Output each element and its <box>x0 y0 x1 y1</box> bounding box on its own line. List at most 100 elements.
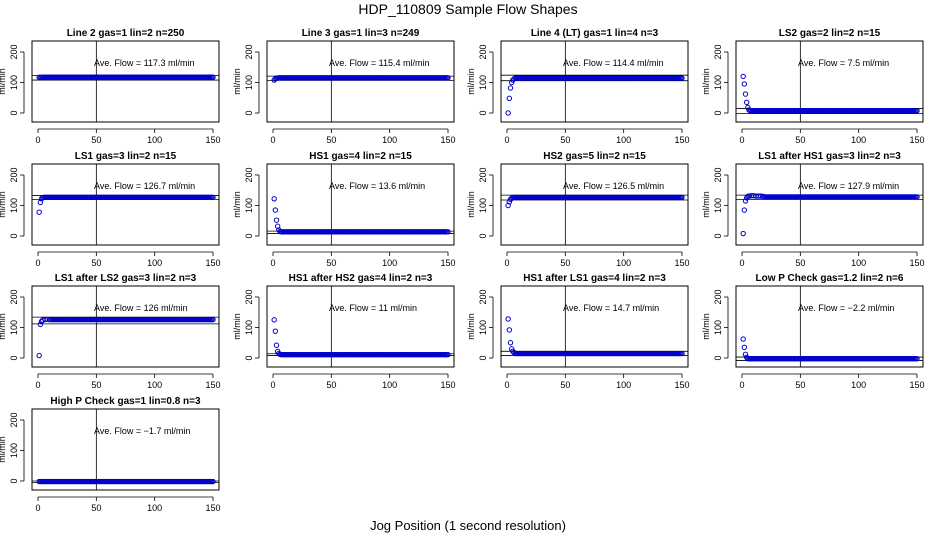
data-point <box>740 230 746 237</box>
panel-title: HS1 gas=4 lin=2 n=15 <box>309 151 412 162</box>
chart-panel-1: Line 2 gas=1 lin=2 n=250 0 100 200 ml/min 0 50… <box>0 28 221 145</box>
x-tick-label: 150 <box>909 258 924 268</box>
y-tick-label: 200 <box>244 44 254 59</box>
average-flow-annotation: Ave. Flow = 126.5 ml/min <box>563 181 664 191</box>
plot-frame <box>500 163 689 246</box>
y-tick-label: 200 <box>713 167 723 182</box>
y-tick-label: 0 <box>713 233 723 238</box>
data-point <box>742 198 749 204</box>
data-point <box>679 194 685 201</box>
data-point <box>505 110 511 116</box>
x-tick-label: 50 <box>560 258 570 268</box>
x-tick-label: 100 <box>382 258 397 268</box>
x-tick-label: 100 <box>851 135 866 145</box>
x-tick-label: 100 <box>147 135 162 145</box>
y-axis-label: ml/min <box>232 313 242 340</box>
average-flow-annotation: Ave. Flow = 115.4 ml/min <box>329 58 429 68</box>
y-tick-label: 100 <box>9 75 19 90</box>
y-tick-label: 200 <box>244 167 254 182</box>
x-tick-label: 0 <box>739 135 744 145</box>
y-axis-label: ml/min <box>0 191 7 218</box>
data-point <box>210 74 216 80</box>
panel-title: LS1 after HS1 gas=3 lin=2 n=3 <box>758 151 901 162</box>
data-point <box>272 207 279 213</box>
x-tick-label: 50 <box>91 135 101 145</box>
average-flow-annotation: Ave. Flow = 127.9 ml/min <box>798 181 899 191</box>
chart-panel-13: High P Check gas=1 lin=0.8 n=3 0 100 200 ml/… <box>0 396 221 513</box>
data-point <box>741 81 748 87</box>
y-tick-label: 0 <box>478 233 488 238</box>
panel-title: LS2 gas=2 lin=2 n=15 <box>779 28 881 39</box>
x-tick-label: 100 <box>616 258 631 268</box>
y-tick-label: 200 <box>713 289 723 304</box>
y-tick-label: 100 <box>9 320 19 335</box>
plot-frame <box>266 40 455 123</box>
y-axis-label: ml/min <box>0 313 7 340</box>
chart-panel-12: Low P Check gas=1.2 lin=2 n=6 0 100 200ml/m… <box>701 273 925 390</box>
y-tick-label: 200 <box>478 289 488 304</box>
x-tick-label: 0 <box>270 380 275 390</box>
data-point <box>210 194 216 201</box>
y-tick-label: 0 <box>9 233 19 238</box>
y-axis-label: ml/min <box>0 436 7 463</box>
x-tick-label: 150 <box>205 258 220 268</box>
x-tick-label: 150 <box>440 135 455 145</box>
figure-title: HDP_110809 Sample Flow Shapes <box>358 1 578 17</box>
data-point <box>273 217 280 223</box>
data-point <box>445 229 451 235</box>
x-tick-label: 50 <box>326 135 336 145</box>
average-flow-annotation: Ave. Flow = 114.4 ml/min <box>563 58 663 68</box>
panel-title: Line 2 gas=1 lin=2 n=250 <box>67 28 185 39</box>
y-tick-label: 0 <box>244 233 254 238</box>
x-tick-label: 50 <box>91 258 101 268</box>
y-tick-label: 0 <box>9 110 19 115</box>
data-point <box>742 91 749 97</box>
y-tick-label: 200 <box>478 44 488 59</box>
average-flow-annotation: Ave. Flow = −2.2 ml/min <box>798 303 894 313</box>
x-tick-label: 100 <box>616 380 631 390</box>
y-axis-label: ml/min <box>701 313 711 340</box>
y-tick-label: 100 <box>478 198 488 213</box>
chart-panel-9: LS1 after LS2 gas=3 lin=2 n=3 0 100 200 ml/m… <box>0 273 221 390</box>
x-tick-label: 50 <box>560 135 570 145</box>
y-tick-label: 100 <box>244 75 254 90</box>
y-tick-label: 100 <box>478 75 488 90</box>
x-tick-label: 50 <box>795 135 805 145</box>
average-flow-annotation: Ave. Flow = 126.7 ml/min <box>94 181 195 191</box>
y-tick-label: 100 <box>244 320 254 335</box>
panel-title: Line 3 gas=1 lin=3 n=249 <box>302 28 420 39</box>
average-flow-annotation: Ave. Flow = 7.5 ml/min <box>798 58 889 68</box>
plot-frame <box>500 285 689 368</box>
x-tick-label: 100 <box>616 135 631 145</box>
panel-title: LS1 after LS2 gas=3 lin=2 n=3 <box>55 273 197 284</box>
x-tick-label: 0 <box>35 135 40 145</box>
x-tick-label: 0 <box>35 503 40 513</box>
x-tick-label: 50 <box>326 258 336 268</box>
y-tick-label: 100 <box>9 443 19 458</box>
y-tick-label: 100 <box>244 198 254 213</box>
y-tick-label: 0 <box>713 110 723 115</box>
y-axis-label: ml/min <box>701 191 711 218</box>
figure-x-axis-label: Jog Position (1 second resolution) <box>370 518 566 533</box>
y-tick-label: 200 <box>9 412 19 427</box>
x-tick-label: 100 <box>382 380 397 390</box>
x-tick-label: 150 <box>205 380 220 390</box>
data-point <box>914 194 920 200</box>
x-tick-label: 150 <box>440 380 455 390</box>
x-tick-label: 150 <box>909 380 924 390</box>
x-tick-label: 0 <box>35 380 40 390</box>
x-tick-label: 150 <box>205 135 220 145</box>
y-axis-label: ml/min <box>232 68 242 95</box>
y-tick-label: 0 <box>478 355 488 360</box>
panel-title: Low P Check gas=1.2 lin=2 n=6 <box>756 273 904 284</box>
x-tick-label: 0 <box>739 380 744 390</box>
plot-frame <box>735 40 924 123</box>
plot-frame <box>31 40 220 123</box>
data-point <box>679 350 685 357</box>
data-point <box>271 317 277 323</box>
x-tick-label: 150 <box>909 135 924 145</box>
